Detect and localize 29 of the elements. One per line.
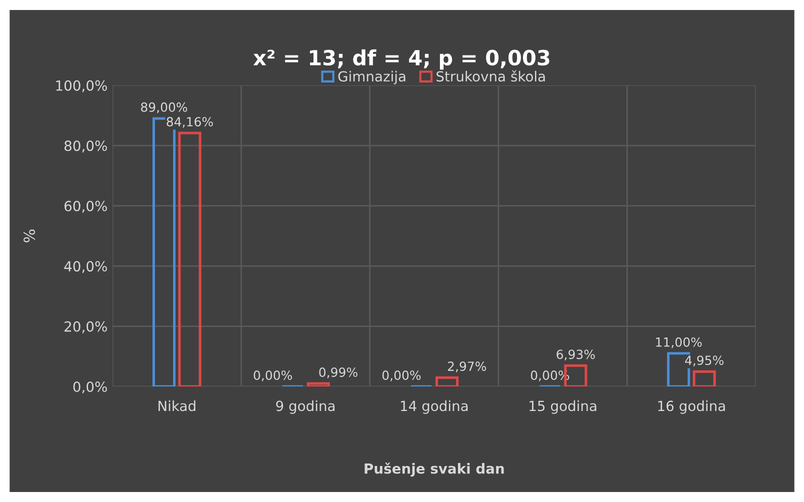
x-axis-title: Pušenje svaki dan bbox=[364, 462, 504, 477]
data-label: 2,97% bbox=[448, 362, 486, 372]
bar bbox=[178, 132, 202, 387]
data-label: 84,16% bbox=[166, 117, 213, 128]
x-tick-label: 16 godina bbox=[658, 400, 725, 414]
bar bbox=[435, 376, 459, 387]
data-label: 0,00% bbox=[382, 370, 421, 382]
bar bbox=[306, 382, 330, 387]
x-tick-label: 14 godina bbox=[400, 400, 468, 414]
data-label: 4,95% bbox=[685, 356, 724, 366]
data-label: 11,00% bbox=[656, 337, 702, 348]
y-tick-label: 80,0% bbox=[64, 140, 107, 152]
data-label: 0,00% bbox=[254, 370, 292, 382]
bar bbox=[692, 370, 716, 387]
x-tick-label: Nikad bbox=[158, 400, 196, 412]
x-tick-label: 9 godina bbox=[276, 400, 335, 414]
y-tick-label: 0,0% bbox=[73, 382, 107, 394]
y-tick-label: 40,0% bbox=[64, 261, 107, 273]
data-label: 0,99% bbox=[319, 368, 358, 378]
legend-label: Strukovna škola bbox=[436, 70, 545, 82]
y-tick-label: 60,0% bbox=[64, 200, 107, 213]
y-tick-label: 100,0% bbox=[56, 80, 107, 92]
y-axis-title: % bbox=[24, 230, 36, 242]
x-tick-label: 15 godina bbox=[530, 400, 596, 414]
data-label: 89,00% bbox=[141, 102, 188, 114]
chart-title: x² = 13; df = 4; p = 0,003 bbox=[253, 49, 550, 70]
legend-label: Gimnazija bbox=[338, 70, 406, 84]
y-tick-label: 20,0% bbox=[64, 321, 107, 334]
data-label: 6,93% bbox=[556, 350, 595, 360]
